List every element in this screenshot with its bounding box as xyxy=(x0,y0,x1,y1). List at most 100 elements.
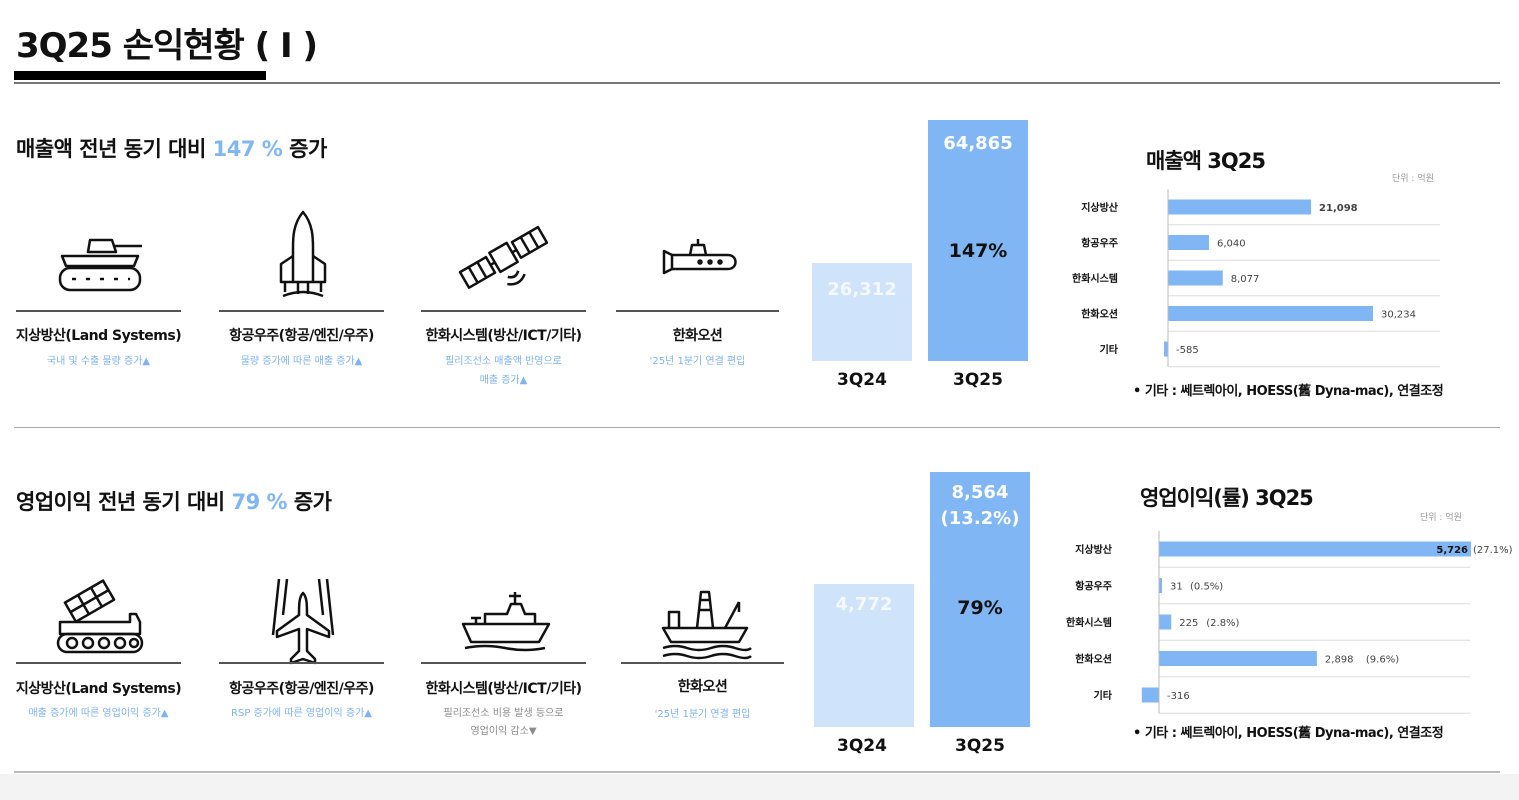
value-label: 2,898 xyxy=(1325,655,1354,666)
segment-note: 물량 증가에 따른 매출 증가▲ xyxy=(240,356,363,367)
value-label: 5,726 xyxy=(1436,545,1468,556)
segment-note: 필리조선소 매출액 반영으로 xyxy=(445,356,562,367)
revenue-breakdown-title: 매출액 3Q25 xyxy=(1146,149,1266,173)
operating-breakdown-title: 영업이익(률) 3Q25 xyxy=(1140,486,1314,510)
unit-label: 단위 : 억원 xyxy=(1392,174,1434,184)
segment-label-aerospace: 항공우주(항공/엔진/우주) xyxy=(229,328,374,344)
segment-note: 매출 증가▲ xyxy=(479,375,528,386)
segment-divider xyxy=(16,662,181,664)
data-bar xyxy=(1168,199,1312,215)
bar-value-label: 8,564 xyxy=(951,482,1009,503)
revenue-headline: 매출액 전년 동기 대비 147 % 증가 xyxy=(16,133,327,163)
operating-headline-post: 증가 xyxy=(287,490,332,514)
segment-label-hanwha-systems: 한화시스템(방산/ICT/기타) xyxy=(425,681,582,697)
submarine-icon xyxy=(662,239,737,275)
bar-3q24-revenue: 26,312 xyxy=(812,263,912,361)
segment-label-aerospace: 항공우주(항공/엔진/우주) xyxy=(229,681,374,697)
value-label: 21,098 xyxy=(1319,203,1358,214)
value-label: -316 xyxy=(1167,691,1190,702)
tank-icon xyxy=(58,238,142,292)
value-label: 31 xyxy=(1170,582,1183,593)
x-tick-label: 3Q25 xyxy=(955,736,1005,756)
value-label: 225 xyxy=(1179,618,1198,629)
revenue-growth-pct: 147 % xyxy=(212,137,283,161)
value-label: 30,234 xyxy=(1381,310,1416,321)
rocket-icon xyxy=(279,210,327,298)
category-label: 기타 xyxy=(1094,689,1113,702)
data-bar xyxy=(1159,541,1471,557)
data-bar xyxy=(1164,341,1168,357)
warship-icon xyxy=(461,592,551,652)
segment-note: 국내 및 수출 물량 증가▲ xyxy=(46,356,151,367)
category-label: 지상방산 xyxy=(1081,201,1119,214)
operating-breakdown-chart: 지상방산 5,726 (27.1%) 항공우주 31 (0.5%) 한화시스템 225 (2.8… xyxy=(1066,530,1513,714)
data-bar xyxy=(1141,687,1159,703)
segment-divider xyxy=(219,310,384,312)
value-label: 8,077 xyxy=(1231,274,1260,285)
rocket-launcher-vehicle-icon xyxy=(56,579,144,654)
category-label: 항공우주 xyxy=(1081,237,1118,250)
page-title: 3Q25 손익현황 ( I ) xyxy=(16,26,318,66)
section-divider xyxy=(14,427,1500,428)
unit-label: 단위 : 억원 xyxy=(1420,513,1462,523)
segment-label-land-systems: 지상방산(Land Systems) xyxy=(15,328,182,344)
x-tick-label: 3Q24 xyxy=(837,370,887,390)
data-bar xyxy=(1159,614,1172,630)
segment-label-hanwha-ocean: 한화오션 xyxy=(677,679,728,695)
footnote: • 기타 : 쎄트렉아이, HOESS(舊 Dyna-mac), 연결조정 xyxy=(1133,726,1444,741)
bar-value-label: 64,865 xyxy=(943,133,1013,154)
revenue-breakdown-chart: 지상방산 21,098 항공우주 6,040 한화시스템 8,077 한화오션 30,234 기… xyxy=(1072,189,1440,368)
data-bar xyxy=(1168,270,1223,286)
revenue-headline-pre: 매출액 전년 동기 대비 xyxy=(16,137,213,161)
value-label: 6,040 xyxy=(1217,239,1246,250)
category-label: 한화시스템 xyxy=(1072,273,1118,285)
category-label: 한화오션 xyxy=(1081,308,1118,321)
margin-label: (2.8%) xyxy=(1206,618,1239,629)
segment-label-land-systems: 지상방산(Land Systems) xyxy=(15,681,182,697)
drilling-ship-icon xyxy=(661,590,752,660)
operating-headline: 영업이익 전년 동기 대비 79 % 증가 xyxy=(16,486,332,516)
segment-note: 필리조선소 비용 발생 등으로 xyxy=(443,708,564,719)
x-tick-label: 3Q25 xyxy=(953,370,1003,390)
segment-note: 영업이익 감소▼ xyxy=(470,726,537,737)
revenue-growth-label: 147% xyxy=(948,240,1008,262)
bar-value-label: 4,772 xyxy=(835,594,893,615)
segment-divider xyxy=(219,662,384,664)
segment-divider xyxy=(421,662,586,664)
category-label: 항공우주 xyxy=(1075,580,1112,593)
margin-label: (27.1%) xyxy=(1473,545,1513,556)
value-label: -585 xyxy=(1176,345,1199,356)
segment-note: RSP 증가에 따른 영업이익 증가▲ xyxy=(231,708,372,719)
category-label: 기타 xyxy=(1100,343,1119,356)
segment-divider xyxy=(616,310,779,312)
operating-growth-pct: 79 % xyxy=(231,490,288,514)
data-bar xyxy=(1168,235,1209,250)
footer-band xyxy=(0,774,1519,800)
data-bar xyxy=(1168,306,1373,321)
operating-headline-pre: 영업이익 전년 동기 대비 xyxy=(16,490,232,514)
segment-divider xyxy=(621,662,784,664)
bar-3q25-operating: 8,564 (13.2%) xyxy=(930,472,1030,727)
jet-icon xyxy=(271,578,335,665)
footnote: • 기타 : 쎄트렉아이, HOESS(舊 Dyna-mac), 연결조정 xyxy=(1133,384,1444,399)
category-label: 한화시스템 xyxy=(1066,617,1112,629)
bottom-divider xyxy=(14,771,1500,773)
segment-label-hanwha-ocean: 한화오션 xyxy=(672,328,723,344)
category-label: 한화오션 xyxy=(1075,653,1112,666)
segment-note: '25년 1분기 연결 편입 xyxy=(654,709,751,720)
margin-label: (9.6%) xyxy=(1366,655,1399,666)
segment-note: '25년 1분기 연결 편입 xyxy=(649,356,746,367)
title-divider xyxy=(14,82,1500,84)
segment-divider xyxy=(421,310,586,312)
data-bar xyxy=(1159,651,1317,666)
margin-label: (0.5%) xyxy=(1190,582,1223,593)
bar-3q24-operating: 4,772 xyxy=(814,584,914,727)
satellite-icon xyxy=(458,225,549,289)
category-label: 지상방산 xyxy=(1075,543,1113,556)
data-bar xyxy=(1159,578,1162,593)
operating-growth-label: 79% xyxy=(957,597,1003,619)
title-underline xyxy=(14,71,266,80)
bar-3q25-revenue: 64,865 xyxy=(928,120,1028,361)
revenue-headline-post: 증가 xyxy=(282,137,327,161)
bar-margin-label: (13.2%) xyxy=(940,508,1020,529)
